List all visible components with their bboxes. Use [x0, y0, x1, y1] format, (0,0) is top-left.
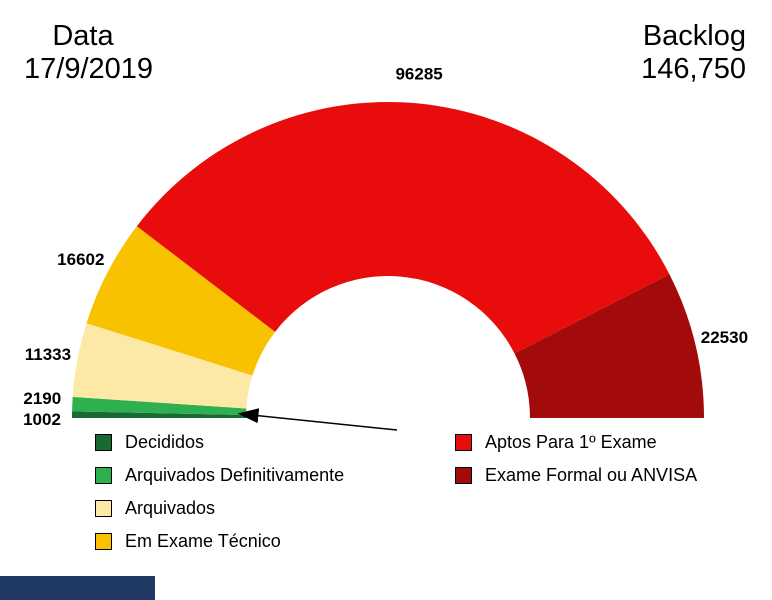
legend-swatch: [455, 467, 472, 484]
backlog-header: Backlog 146,750: [606, 20, 746, 86]
legend-label: Arquivados Definitivamente: [125, 465, 345, 485]
backlog-value: 146,750: [641, 53, 746, 86]
legend-item: Arquivados: [95, 498, 344, 519]
legend-label: Aptos Para 1º Exame: [485, 432, 657, 452]
legend-label: Decididos: [125, 432, 205, 452]
segment-value-label: 16602: [57, 250, 104, 269]
legend-swatch: [95, 434, 112, 451]
segment-decididos: [72, 411, 247, 418]
segment-arquivados: [72, 323, 253, 409]
legend-left-column: Decididos Arquivados Definitivamente Arqui…: [95, 432, 344, 552]
legend-swatch: [455, 434, 472, 451]
legend-swatch: [95, 500, 112, 517]
date-header: Data 17/9/2019: [24, 20, 154, 86]
segment-exame-formal-ou-anvisa: [514, 274, 704, 418]
segment-arquivados-definitivamente: [72, 396, 247, 416]
segment-value-label: 2190: [23, 389, 61, 408]
segment-labels-group: 1002 2190 11333 16602 96285 22530: [23, 64, 748, 429]
date-label: Data: [52, 20, 114, 52]
segment-value-label: 11333: [25, 345, 71, 364]
legend-item: Decididos: [95, 432, 344, 453]
footer-bar: [0, 576, 155, 600]
segment-aptos-para-1-exame: [136, 101, 670, 354]
legend-label: Exame Formal ou ANVISA: [485, 465, 698, 485]
legend-label: Em Exame Técnico: [125, 531, 281, 551]
segment-value-label: 22530: [701, 328, 748, 347]
backlog-label: Backlog: [642, 20, 746, 52]
legend-item: Em Exame Técnico: [95, 531, 344, 552]
legend-swatch: [95, 467, 112, 484]
segments-group: [72, 101, 704, 418]
legend-item: Exame Formal ou ANVISA: [455, 465, 697, 486]
legend-swatch: [95, 533, 112, 550]
legend-item: Arquivados Definitivamente: [95, 465, 344, 486]
segment-value-label: 1002: [23, 410, 61, 429]
legend-label: Arquivados: [125, 498, 216, 518]
segment-em-exame-t-cnico: [86, 226, 276, 376]
legend-right-column: Aptos Para 1º Exame Exame Formal ou ANVIS…: [455, 432, 697, 486]
annotation-arrow: [237, 408, 398, 431]
date-value: 17/9/2019: [24, 53, 154, 86]
legend-item: Aptos Para 1º Exame: [455, 432, 697, 453]
segment-value-label: 96285: [395, 64, 442, 83]
